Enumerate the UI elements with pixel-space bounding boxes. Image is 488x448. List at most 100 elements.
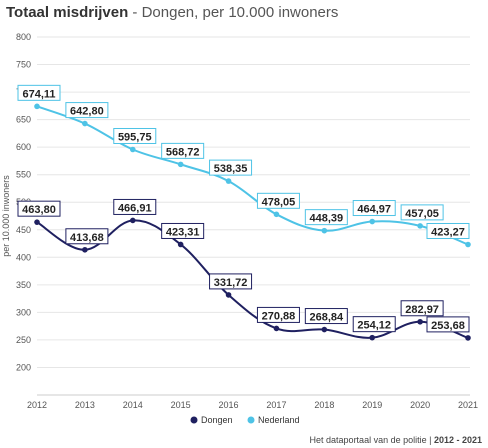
data-point-dongen[interactable] [321, 326, 328, 333]
data-point-nederland[interactable] [34, 103, 40, 110]
legend-item-nederland[interactable]: Nederland [247, 415, 300, 425]
data-label-dongen: 463,80 [17, 200, 61, 217]
data-label-text: 253,68 [431, 320, 465, 332]
data-point-dongen[interactable] [369, 334, 376, 341]
y-tick-label: 300 [16, 307, 31, 317]
data-label-box [400, 300, 444, 317]
data-point-dongen[interactable] [225, 292, 232, 298]
credit-text: Het dataportaal van de politie | [309, 435, 434, 445]
x-tick-label: 2021 [458, 400, 478, 410]
data-label-nederland: 642,80 [65, 102, 109, 119]
data-point-nederland[interactable] [321, 227, 328, 234]
chart-title: Totaal misdrijven - Dongen, per 10.000 i… [6, 4, 338, 21]
data-label-box [304, 209, 348, 226]
credit-years: 2012 - 2021 [433, 435, 482, 445]
data-label-box [17, 200, 61, 217]
x-tick-label: 2014 [123, 400, 143, 410]
data-label-text: 254,12 [357, 320, 391, 332]
data-point-nederland[interactable] [177, 161, 184, 168]
legend-label: Dongen [201, 415, 233, 425]
data-point-nederland[interactable] [417, 223, 423, 229]
legend-marker [190, 416, 198, 424]
data-label-nederland: 448,39 [304, 209, 348, 226]
data-label-dongen: 282,97 [400, 300, 444, 317]
data-point-dongen[interactable] [82, 246, 88, 253]
data-label-box [426, 222, 470, 239]
data-label-text: 463,80 [22, 204, 56, 216]
data-label-text: 268,84 [310, 312, 345, 324]
data-label-box [256, 306, 300, 323]
y-tick-label: 350 [16, 280, 31, 290]
legend-item-dongen[interactable]: Dongen [190, 415, 233, 425]
data-point-nederland[interactable] [225, 178, 232, 184]
data-point-nederland[interactable] [369, 218, 376, 225]
data-label-dongen: 254,12 [352, 316, 396, 333]
y-tick-label: 250 [16, 335, 31, 345]
data-label-text: 423,27 [431, 226, 465, 238]
data-point-dongen[interactable] [177, 241, 184, 248]
data-point-dongen[interactable] [273, 325, 280, 332]
source-credit: Het dataportaal van de politie | 2012 - … [310, 435, 482, 445]
x-tick-label: 2015 [171, 400, 191, 410]
series-line-nederland [36, 105, 469, 246]
data-label-box [161, 222, 205, 239]
data-label-text: 457,05 [405, 208, 439, 220]
y-axis-title: per 10.000 inwoners [1, 175, 11, 257]
legend-label: Nederland [258, 415, 300, 425]
data-point-dongen[interactable] [417, 318, 423, 325]
data-label-text: 448,39 [310, 213, 344, 225]
data-label-nederland: 457,05 [400, 204, 444, 221]
data-label-box [400, 204, 444, 221]
x-tick-label: 2018 [314, 400, 334, 410]
data-label-text: 674,11 [22, 88, 55, 100]
data-label-box [209, 159, 253, 176]
data-point-nederland[interactable] [273, 211, 280, 218]
data-label-box [113, 198, 157, 215]
data-label-text: 538,35 [214, 163, 248, 175]
data-label-text: 464,97 [357, 204, 391, 216]
chart-title-sub: - Dongen, per 10.000 inwoners [128, 4, 339, 21]
data-label-text: 466,91 [118, 202, 152, 214]
data-labels: 463,80 413,68 466,91 423,31 331,72 270,88 268,… [17, 84, 470, 333]
data-label-dongen: 466,91 [113, 198, 157, 215]
data-label-box [352, 316, 396, 333]
data-label-box [426, 316, 470, 333]
data-label-dongen: 268,84 [304, 308, 348, 325]
data-point-nederland[interactable] [129, 146, 136, 153]
y-tick-label: 400 [16, 252, 31, 262]
data-label-text: 595,75 [118, 131, 152, 143]
data-label-box [352, 200, 396, 217]
data-label-box [65, 228, 109, 245]
data-label-box [65, 102, 109, 119]
y-tick-label: 650 [16, 115, 31, 125]
data-label-nederland: 478,05 [256, 192, 300, 209]
y-tick-label: 750 [16, 60, 31, 70]
data-label-text: 413,68 [70, 232, 104, 244]
data-label-text: 270,88 [262, 310, 296, 322]
data-label-text: 642,80 [70, 106, 104, 118]
x-tick-label: 2012 [27, 400, 47, 410]
data-label-box [209, 273, 253, 290]
data-point-nederland[interactable] [465, 241, 471, 248]
y-tick-label: 200 [16, 362, 31, 372]
legend-marker [247, 416, 255, 424]
x-tick-label: 2019 [362, 400, 382, 410]
data-label-box [113, 127, 157, 144]
x-tick-label: 2016 [219, 400, 239, 410]
chart-title-main: Totaal misdrijven [6, 4, 129, 21]
y-tick-label: 550 [16, 170, 31, 180]
data-point-nederland[interactable] [82, 120, 88, 127]
data-point-dongen[interactable] [129, 217, 136, 224]
data-label-box [17, 84, 61, 101]
y-tick-label: 450 [16, 225, 31, 235]
data-label-dongen: 331,72 [209, 273, 253, 290]
y-tick-label: 600 [16, 142, 31, 152]
legend: Dongen Nederland [190, 415, 300, 425]
x-tick-label: 2020 [410, 400, 430, 410]
data-label-text: 568,72 [166, 146, 200, 158]
data-point-dongen[interactable] [465, 335, 471, 341]
data-label-dongen: 270,88 [256, 306, 300, 323]
data-point-dongen[interactable] [34, 219, 40, 225]
data-label-text: 331,72 [214, 277, 248, 289]
